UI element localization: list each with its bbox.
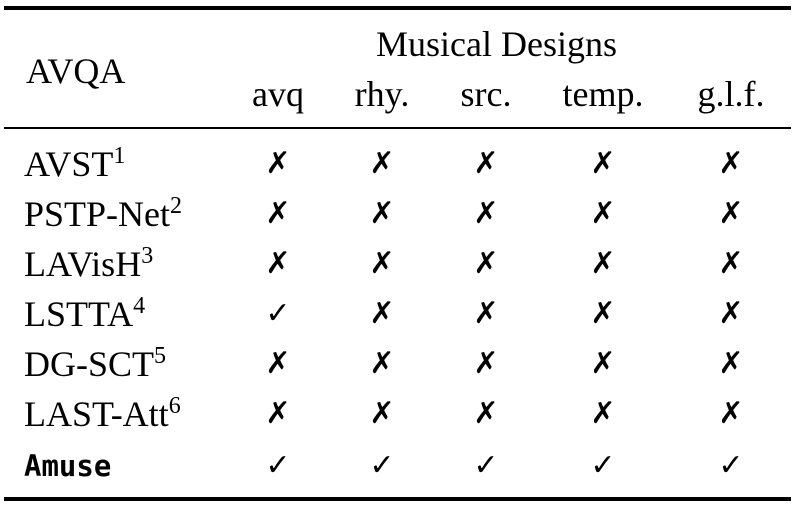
column-header: g.l.f. — [697, 74, 765, 114]
cross-icon: ✗ — [718, 346, 744, 381]
row-label: AVST1 — [24, 144, 125, 184]
row-label: DG-SCT5 — [24, 344, 166, 384]
cross-icon: ✗ — [473, 146, 499, 181]
reference-number: 1 — [113, 143, 126, 169]
cross-icon: ✗ — [590, 246, 616, 281]
method-name: Amuse — [24, 449, 112, 483]
cross-icon: ✗ — [718, 246, 744, 281]
bottom-rule — [4, 497, 791, 501]
row-label: LSTTA4 — [24, 294, 145, 334]
cross-icon: ✗ — [473, 196, 499, 231]
cross-icon: ✗ — [473, 396, 499, 431]
column-header: avq — [252, 74, 304, 114]
cross-icon: ✗ — [369, 246, 395, 281]
cross-icon: ✗ — [369, 296, 395, 331]
group-header: Musical Designs — [376, 24, 617, 64]
corner-label: AVQA — [26, 51, 126, 91]
cross-icon: ✗ — [590, 146, 616, 181]
cross-icon: ✗ — [265, 246, 291, 281]
method-name: PSTP-Net — [24, 194, 171, 234]
reference-number: 3 — [141, 243, 154, 269]
cross-icon: ✗ — [718, 296, 744, 331]
checkmark-icon: ✓ — [473, 448, 499, 483]
cross-icon: ✗ — [590, 296, 616, 331]
reference-number: 4 — [133, 293, 146, 319]
checkmark-icon: ✓ — [718, 448, 744, 483]
method-name: DG-SCT — [24, 344, 155, 384]
cross-icon: ✗ — [265, 396, 291, 431]
row-label: LAST-Att6 — [24, 394, 181, 434]
checkmark-icon: ✓ — [369, 448, 395, 483]
method-name: AVST — [24, 144, 114, 184]
cross-icon: ✗ — [473, 296, 499, 331]
cross-icon: ✗ — [369, 346, 395, 381]
method-name: LAVisH — [24, 244, 142, 284]
cross-icon: ✗ — [590, 196, 616, 231]
cross-icon: ✗ — [369, 396, 395, 431]
cross-icon: ✗ — [718, 196, 744, 231]
cross-icon: ✗ — [718, 396, 744, 431]
cross-icon: ✗ — [718, 146, 744, 181]
cross-icon: ✗ — [265, 146, 291, 181]
method-name: LAST-Att — [24, 394, 169, 434]
row-label: Amuse — [24, 446, 111, 486]
row-label: LAVisH3 — [24, 244, 153, 284]
reference-number: 6 — [168, 393, 181, 419]
cross-icon: ✗ — [473, 346, 499, 381]
checkmark-icon: ✓ — [265, 296, 291, 331]
reference-number: 2 — [170, 193, 183, 219]
checkmark-icon: ✓ — [265, 448, 291, 483]
checkmark-icon: ✓ — [590, 448, 616, 483]
cross-icon: ✗ — [369, 146, 395, 181]
column-header: temp. — [562, 74, 644, 114]
row-label: PSTP-Net2 — [24, 194, 182, 234]
cross-icon: ✗ — [265, 196, 291, 231]
cross-icon: ✗ — [369, 196, 395, 231]
cross-icon: ✗ — [265, 346, 291, 381]
column-header: src. — [460, 74, 512, 114]
top-rule — [4, 6, 791, 10]
header-rule — [4, 127, 791, 129]
method-name: LSTTA — [24, 294, 134, 334]
cross-icon: ✗ — [590, 346, 616, 381]
column-header: rhy. — [354, 74, 410, 114]
reference-number: 5 — [154, 343, 167, 369]
cross-icon: ✗ — [590, 396, 616, 431]
cross-icon: ✗ — [473, 246, 499, 281]
